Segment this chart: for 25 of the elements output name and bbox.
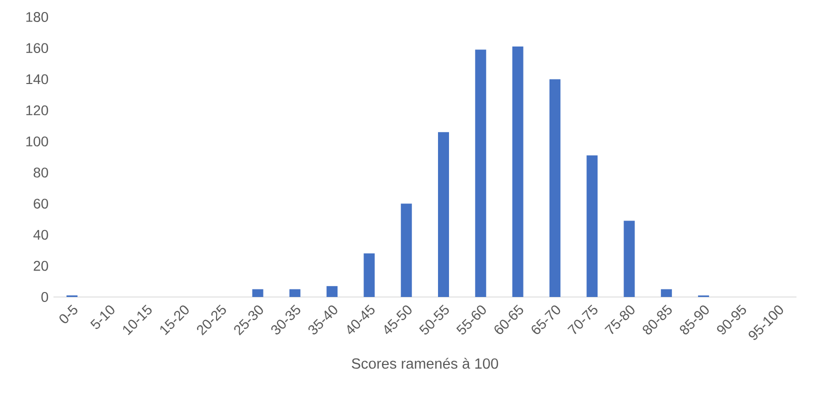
bar <box>326 286 338 297</box>
y-tick-label: 80 <box>34 168 48 178</box>
bar <box>660 289 672 297</box>
x-tick-label: 0-5 <box>60 304 78 324</box>
bar <box>289 289 300 297</box>
bar <box>475 50 486 297</box>
y-tick-label: 120 <box>26 105 48 116</box>
y-tick-label: 20 <box>34 260 48 271</box>
y-tick-label: 0 <box>41 292 48 302</box>
bar <box>624 220 635 297</box>
bar <box>512 46 524 297</box>
bar <box>438 132 450 297</box>
y-tick-label: 100 <box>26 136 48 146</box>
bar <box>252 289 264 297</box>
bar <box>549 79 560 297</box>
bar <box>364 253 375 297</box>
y-tick-label: 180 <box>26 12 48 22</box>
y-tick-label: 60 <box>34 198 48 209</box>
x-tick-label: 5-10 <box>90 305 114 329</box>
bar <box>586 155 598 297</box>
x-axis-title: Scores ramenés à 100 <box>352 358 498 369</box>
bar <box>400 204 412 297</box>
y-tick-label: 140 <box>26 74 48 84</box>
y-tick-label: 160 <box>26 43 48 54</box>
y-tick-label: 40 <box>33 230 48 240</box>
